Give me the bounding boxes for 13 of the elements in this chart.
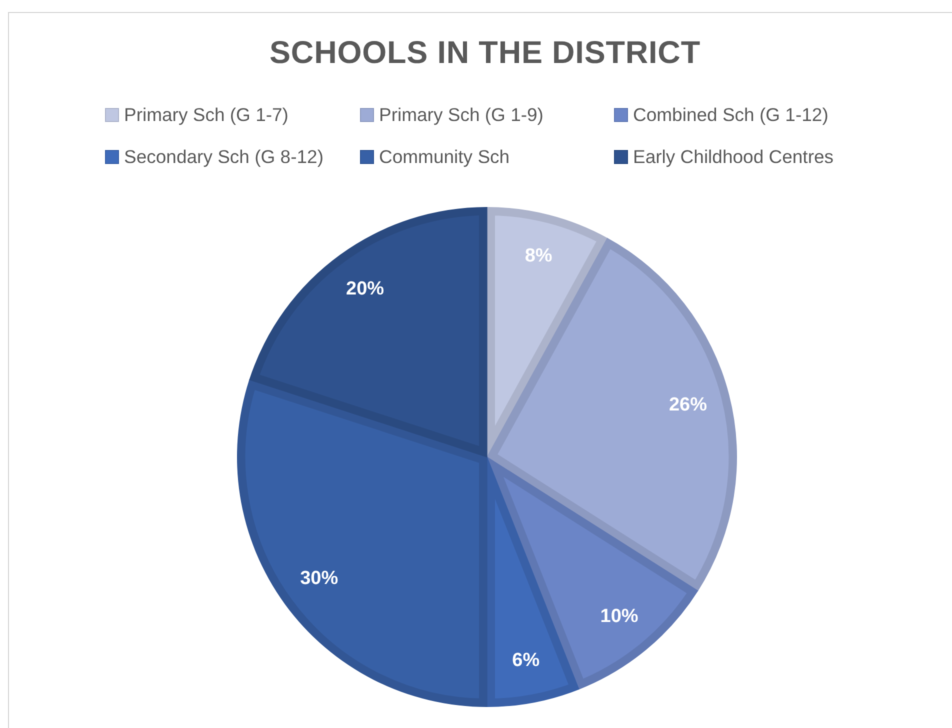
data-label: 30% — [300, 568, 338, 590]
legend-label: Early Childhood Centres — [633, 146, 834, 168]
data-label: 20% — [346, 278, 384, 300]
data-label: 26% — [668, 394, 708, 416]
legend-label: Community Sch — [379, 146, 510, 168]
data-label: 8% — [524, 245, 552, 266]
legend-label: Secondary Sch (G 8-12) — [124, 146, 324, 168]
data-label: 6% — [512, 650, 540, 672]
legend-label: Combined Sch (G 1-12) — [633, 104, 828, 126]
legend-label: Primary Sch (G 1-7) — [124, 104, 288, 126]
legend-label: Primary Sch (G 1-9) — [379, 104, 544, 126]
chart-title: SCHOOLS IN THE DISTRICT — [268, 34, 702, 71]
data-label: 10% — [600, 606, 638, 628]
